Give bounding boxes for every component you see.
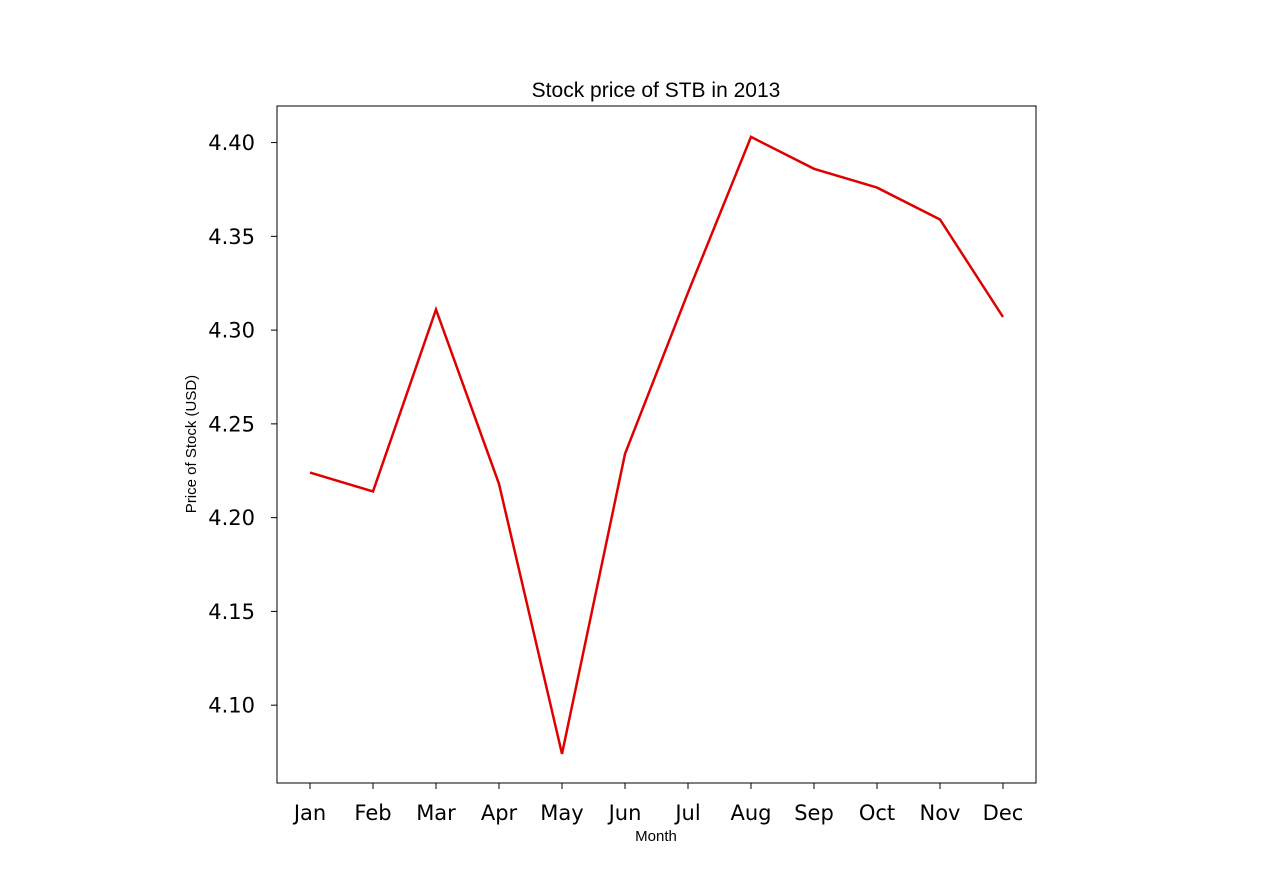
x-tick-label: Sep: [794, 801, 834, 825]
y-tick-label: 4.40: [208, 131, 255, 155]
x-tick-label: Jul: [673, 801, 700, 825]
y-axis-ticks: 4.10 4.15 4.20 4.25 4.30 4.35 4.40: [208, 131, 277, 718]
y-tick-label: 4.25: [208, 412, 255, 436]
y-tick-label: 4.30: [208, 319, 255, 343]
series-line: [309, 135, 1005, 755]
chart-title: Stock price of STB in 2013: [532, 79, 781, 102]
x-tick-label: Feb: [354, 801, 391, 825]
y-tick-label: 4.15: [208, 600, 255, 624]
x-tick-label: Mar: [416, 801, 456, 825]
y-axis-label: Price of Stock (USD): [183, 375, 200, 513]
x-tick-label: Aug: [730, 801, 771, 825]
x-tick-label: Nov: [920, 801, 961, 825]
x-tick-label: Oct: [859, 801, 895, 825]
x-tick-label: Jan: [292, 801, 326, 825]
x-axis-label: Month: [635, 828, 677, 845]
y-tick-label: 4.20: [208, 506, 255, 530]
y-tick-label: 4.10: [208, 694, 255, 718]
plot-area-frame: [276, 105, 1037, 784]
x-tick-label: Jun: [607, 801, 642, 825]
x-tick-label: May: [540, 801, 583, 825]
x-tick-label: Dec: [983, 801, 1024, 825]
x-axis-ticks: Jan Feb Mar Apr May Jun Jul Aug Sep Oct Nov Dec: [292, 783, 1024, 825]
x-tick-label: Apr: [481, 801, 518, 825]
series-layer: [309, 135, 1005, 755]
y-tick-label: 4.35: [208, 225, 255, 249]
